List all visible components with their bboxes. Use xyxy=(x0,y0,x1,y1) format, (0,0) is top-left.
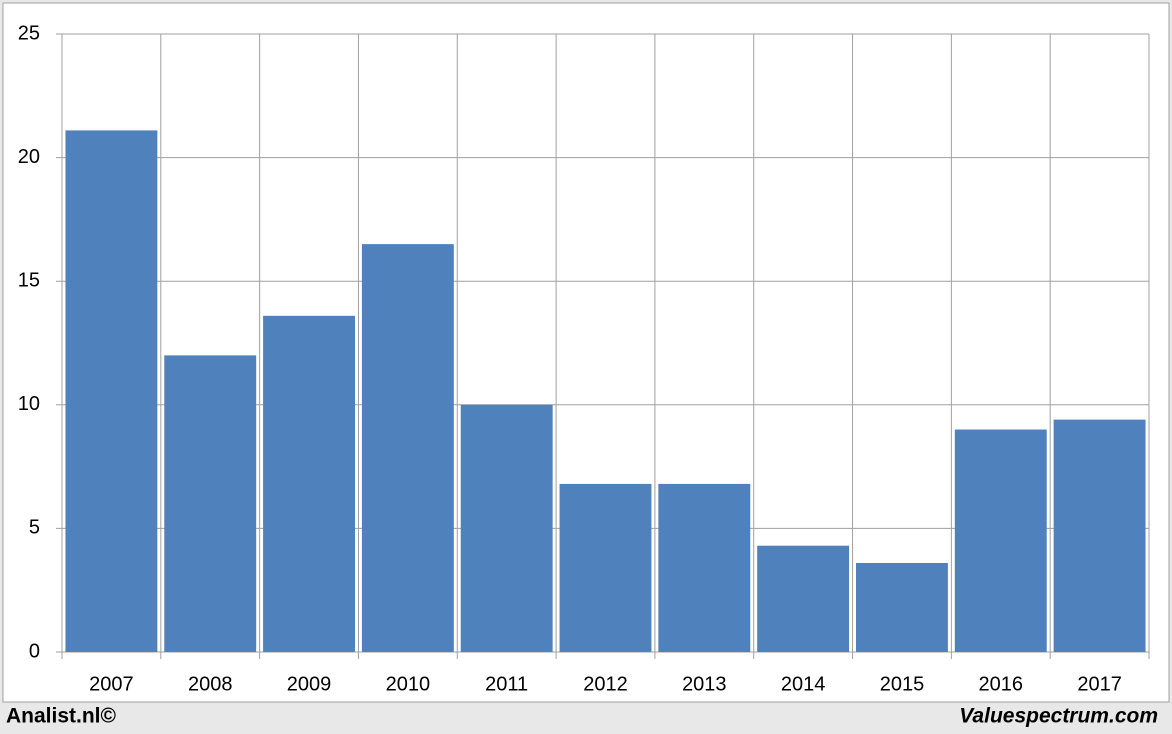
footer-left: Analist.nl© xyxy=(6,705,117,728)
x-tick-label: 2011 xyxy=(485,673,528,695)
y-tick-label: 5 xyxy=(29,517,40,539)
bar xyxy=(164,355,257,652)
x-tick-label: 2013 xyxy=(682,673,727,695)
bar xyxy=(65,130,158,652)
x-tick-label: 2014 xyxy=(781,673,826,695)
bar xyxy=(658,483,751,652)
y-tick-label: 20 xyxy=(18,146,40,168)
y-tick-label: 25 xyxy=(18,22,40,44)
bar xyxy=(559,483,652,652)
x-tick-label: 2016 xyxy=(979,673,1024,695)
x-tick-label: 2009 xyxy=(287,673,332,695)
bar xyxy=(856,563,948,652)
bar xyxy=(263,315,355,652)
x-tick-label: 2010 xyxy=(386,673,431,695)
y-tick-label: 0 xyxy=(29,640,40,662)
y-tick-label: 10 xyxy=(18,393,40,415)
bar xyxy=(757,545,850,652)
x-tick-label: 2008 xyxy=(188,673,233,695)
bar xyxy=(1053,419,1146,652)
x-tick-label: 2017 xyxy=(1077,673,1122,695)
footer-right: Valuespectrum.com xyxy=(959,705,1158,728)
bar xyxy=(954,429,1047,652)
x-tick-label: 2012 xyxy=(583,673,628,695)
y-tick-label: 15 xyxy=(18,269,40,291)
bar xyxy=(361,244,454,652)
bar xyxy=(460,404,553,652)
x-tick-label: 2015 xyxy=(880,673,925,695)
x-tick-label: 2007 xyxy=(89,673,134,695)
